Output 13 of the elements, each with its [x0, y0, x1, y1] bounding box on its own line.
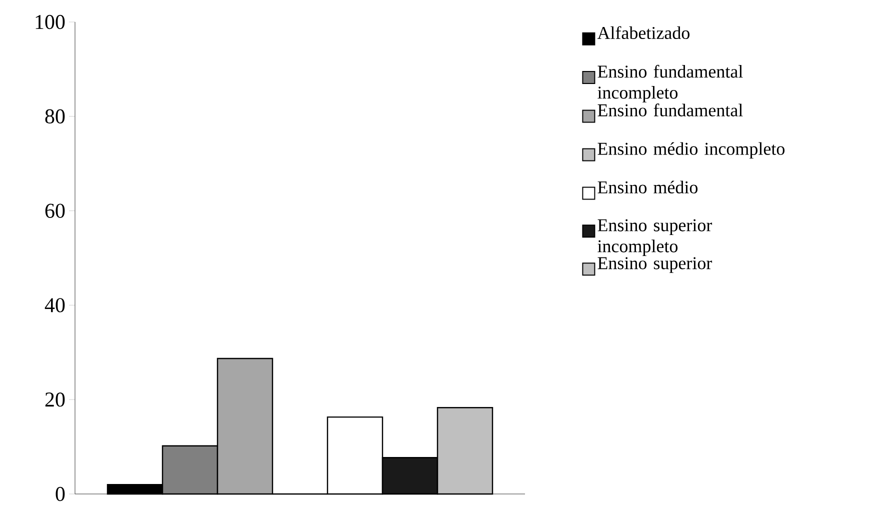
- legend-label: Ensino superior: [598, 257, 712, 273]
- legend-label: Ensino médio: [598, 180, 698, 194]
- y-tick-label: 60: [45, 204, 65, 218]
- y-tick-label: 80: [45, 109, 65, 124]
- y-tick-label: 40: [44, 298, 65, 312]
- y-tick-label: 100: [36, 14, 65, 30]
- y-tick-label: 0: [56, 486, 65, 502]
- y-tick-label: 20: [45, 392, 65, 407]
- legend-label: Ensino fundamental: [598, 104, 743, 116]
- legend-label: Ensino fundamental incompleto: [598, 64, 743, 102]
- legend-label: Alfabetizado: [597, 26, 690, 40]
- legend-label: Ensino superior incompleto: [598, 219, 712, 256]
- legend-label: Ensino médio incompleto: [598, 142, 784, 159]
